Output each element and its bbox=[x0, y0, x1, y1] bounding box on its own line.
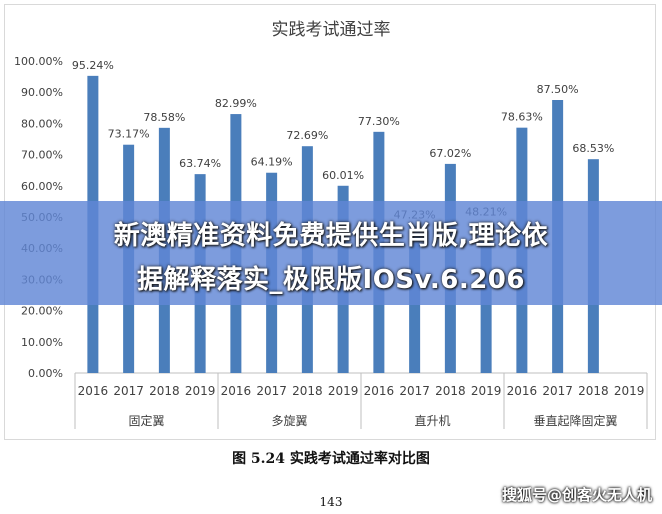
y-tick-label: 10.00% bbox=[21, 336, 63, 349]
group-label: 多旋翼 bbox=[271, 414, 307, 428]
x-tick-label: 2016 bbox=[78, 384, 109, 398]
figure-caption: 图 5.24 实践考试通过率对比图 bbox=[232, 451, 430, 467]
y-tick-label: 100.00% bbox=[14, 55, 63, 68]
data-label: 67.02% bbox=[429, 147, 471, 160]
page-number: 143 bbox=[319, 495, 343, 509]
x-tick-label: 2019 bbox=[614, 384, 645, 398]
data-label: 78.58% bbox=[143, 111, 185, 124]
y-tick-label: 70.00% bbox=[21, 149, 63, 162]
x-tick-label: 2019 bbox=[328, 384, 359, 398]
y-tick-label: 60.00% bbox=[21, 180, 63, 193]
data-label: 82.99% bbox=[215, 97, 257, 110]
data-label: 95.24% bbox=[72, 59, 114, 72]
x-tick-label: 2017 bbox=[542, 384, 573, 398]
banner-line-1: 新澳精准资料免费提供生肖版,理论依 bbox=[113, 221, 549, 251]
data-label: 78.63% bbox=[501, 111, 543, 124]
source-watermark: 搜狐号@创客火无人机 bbox=[501, 486, 652, 504]
x-tick-label: 2016 bbox=[507, 384, 538, 398]
group-label: 直升机 bbox=[414, 414, 450, 428]
data-label: 72.69% bbox=[286, 129, 328, 142]
x-tick-label: 2018 bbox=[292, 384, 323, 398]
data-label: 60.01% bbox=[322, 169, 364, 182]
x-tick-label: 2019 bbox=[185, 384, 216, 398]
y-tick-label: 0.00% bbox=[28, 367, 63, 380]
group-label: 垂直起降固定翼 bbox=[533, 413, 617, 428]
promo-banner: 新澳精准资料免费提供生肖版,理论依 据解释落实_极限版IOSv.6.206 bbox=[0, 201, 662, 305]
x-tick-label: 2019 bbox=[471, 384, 502, 398]
data-label: 63.74% bbox=[179, 157, 221, 170]
y-tick-label: 90.00% bbox=[21, 86, 63, 99]
x-tick-label: 2016 bbox=[221, 384, 252, 398]
data-label: 87.50% bbox=[537, 83, 579, 96]
group-label: 固定翼 bbox=[128, 413, 164, 428]
data-label: 77.30% bbox=[358, 115, 400, 128]
x-tick-label: 2017 bbox=[113, 384, 144, 398]
x-tick-label: 2016 bbox=[364, 384, 395, 398]
x-tick-label: 2017 bbox=[256, 384, 287, 398]
data-label: 68.53% bbox=[572, 142, 614, 155]
x-tick-label: 2017 bbox=[399, 384, 430, 398]
x-tick-label: 2018 bbox=[149, 384, 180, 398]
y-tick-label: 80.00% bbox=[21, 117, 63, 130]
banner-line-2: 据解释落实_极限版IOSv.6.206 bbox=[137, 265, 525, 295]
data-label: 73.17% bbox=[108, 128, 150, 141]
chart-title: 实践考试通过率 bbox=[272, 20, 391, 40]
x-tick-label: 2018 bbox=[578, 384, 609, 398]
y-tick-label: 20.00% bbox=[21, 305, 63, 318]
data-label: 64.19% bbox=[251, 156, 293, 169]
x-tick-label: 2018 bbox=[435, 384, 466, 398]
